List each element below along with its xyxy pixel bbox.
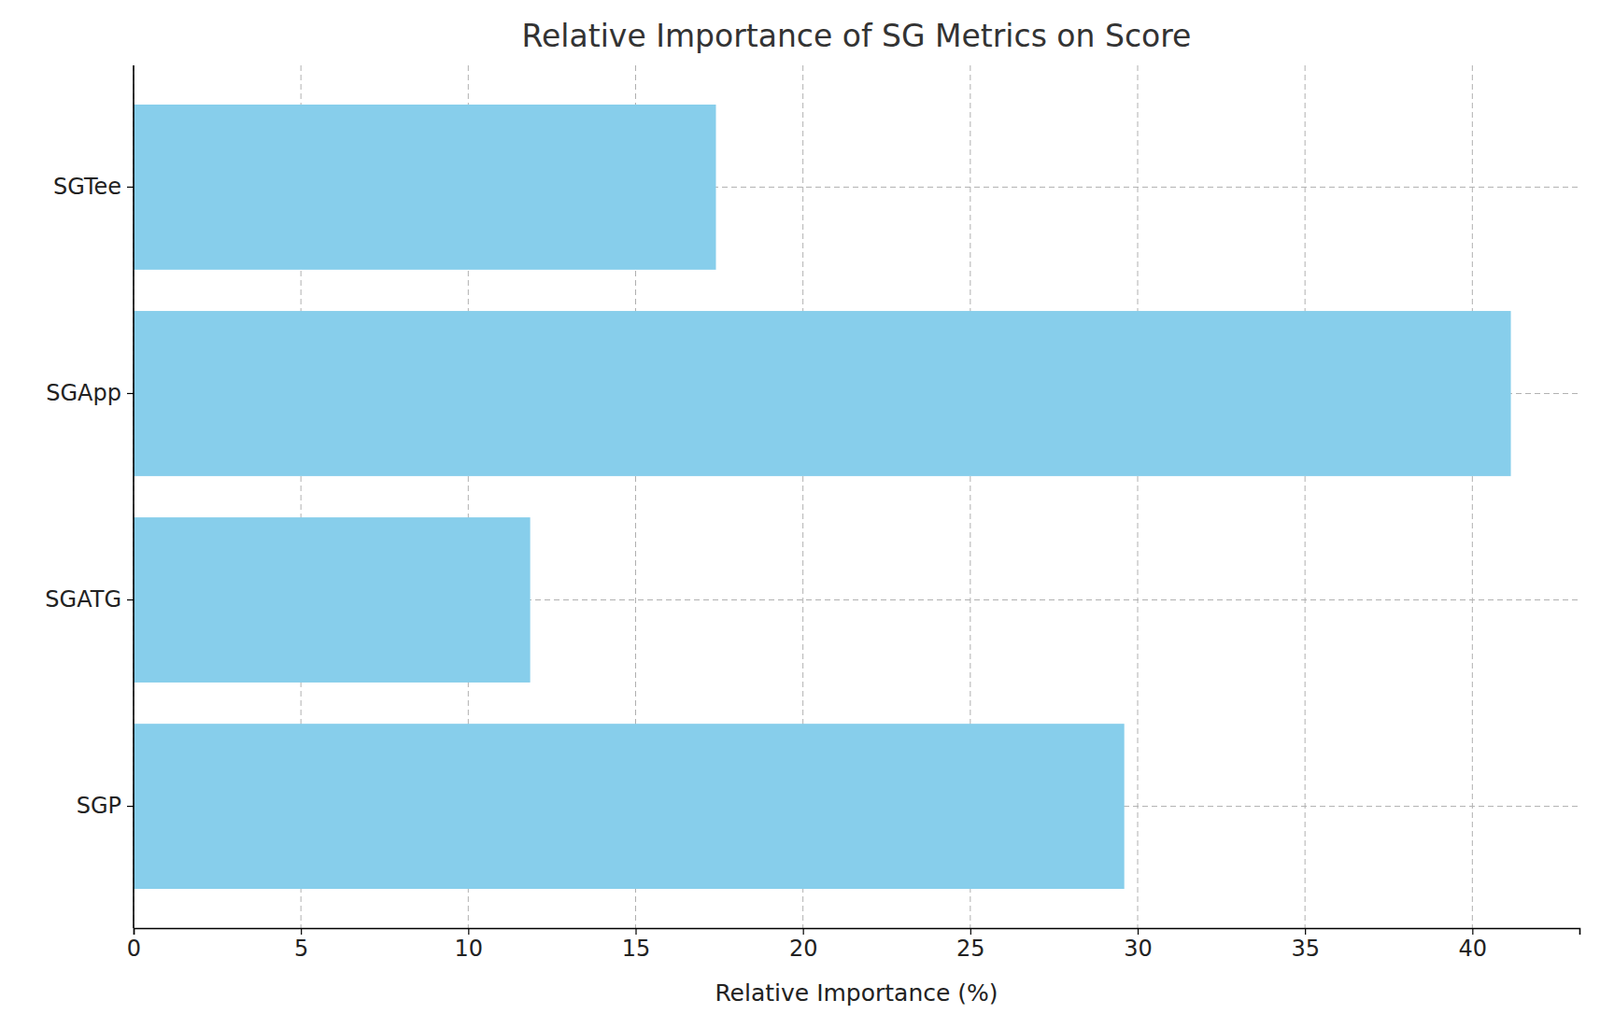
x-tick: 5 [294,928,309,963]
y-axis: SGTee SGApp SGATG SGP [44,65,134,929]
title: Relative Importance of SG Metrics on Sco… [522,17,1192,55]
bar [133,723,1125,890]
bar [133,517,531,683]
x-tick: 20 [789,928,819,963]
x-tick: 35 [1290,928,1320,963]
x-tick-label: 20 [789,935,819,963]
x-axis-line [134,929,1581,936]
y-tick: SGP [76,792,134,820]
grid-line-x [1304,65,1306,929]
x-tick-mark [1304,928,1306,935]
x-tick: 10 [454,928,484,963]
x-tick-label: 25 [956,935,986,963]
bars [133,104,1512,890]
grid [133,65,1580,929]
y-tick-label: SGATG [44,586,122,613]
x-tick-label: 5 [294,935,309,963]
x-tick: 0 [127,928,142,963]
x-tick-label: 0 [127,935,142,963]
x-tick-label: 30 [1123,935,1153,963]
grid-line-x [133,65,135,929]
x-tick-mark [970,928,972,935]
bar [133,311,1512,477]
y-axis-line [132,65,135,929]
x-axis: 0 5 10 15 20 25 30 35 40 [127,928,1581,963]
x-tick-mark [133,928,135,935]
y-tick-label: SGTee [53,173,122,200]
y-tick: SGApp [45,380,134,407]
x-tick: 30 [1123,928,1153,963]
x-tick-label: 40 [1458,935,1488,963]
x-tick-label: 10 [454,935,484,963]
y-tick-mark [127,393,134,395]
x-tick-mark [1472,928,1473,935]
bar [133,104,717,270]
grid-line-x [1137,65,1139,929]
x-tick-mark [635,928,637,935]
x-tick: 15 [622,928,652,963]
y-tick-mark [127,806,134,808]
y-tick: SGATG [44,586,134,613]
x-axis-title: Relative Importance (%) [714,979,998,1007]
x-tick-mark [467,928,469,935]
chart: 0 5 10 15 20 25 30 35 40 SGTee SGApp SGATG SGP Relati… [0,0,1600,1028]
x-tick-mark [300,928,302,935]
y-tick-mark [127,186,134,188]
y-tick-mark [127,599,134,601]
x-tick-label: 35 [1290,935,1320,963]
grid-line-x [1472,65,1473,929]
x-tick-mark [803,928,805,935]
y-tick-label: SGApp [45,380,122,407]
y-tick-label: SGP [76,792,122,820]
x-tick-mark [1137,928,1139,935]
x-tick: 25 [956,928,986,963]
y-tick: SGTee [53,173,134,200]
x-tick-label: 15 [622,935,652,963]
x-tick: 40 [1458,928,1488,963]
